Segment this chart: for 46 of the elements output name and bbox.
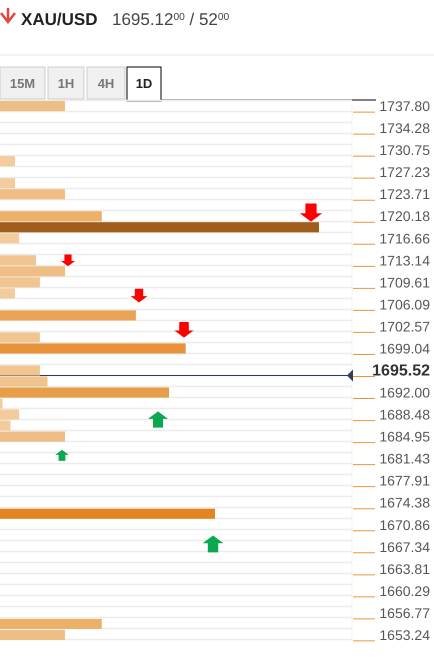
y-tick-label: 1681.43 — [379, 450, 430, 467]
text: 1H — [58, 76, 74, 91]
y-tick-label: 1730.75 — [379, 142, 430, 158]
y-tick-label: 1720.18 — [379, 208, 430, 224]
y-tick-label: 1737.80 — [379, 98, 430, 114]
bar — [0, 343, 186, 354]
y-tick-label: 1727.23 — [379, 164, 430, 180]
y-tick-label: 1692.00 — [379, 384, 430, 401]
bar — [0, 630, 66, 640]
bar — [0, 332, 40, 343]
y-tick-label: 1653.24 — [379, 626, 430, 643]
y-tick-label: 1667.34 — [379, 538, 430, 555]
y-tick-label: 1670.86 — [379, 516, 430, 533]
bar — [0, 310, 136, 320]
bar — [0, 432, 66, 442]
text: 4H — [98, 76, 114, 91]
chart-title: XAU/USD — [21, 10, 98, 29]
y-tick-label: 1677.91 — [379, 472, 430, 489]
y-tick-label: 1723.71 — [379, 186, 430, 202]
y-tick-label: 1716.66 — [379, 230, 430, 246]
y-tick-label: 1656.77 — [379, 604, 430, 621]
bar — [0, 618, 102, 629]
y-tick-label: 1699.04 — [379, 340, 430, 356]
y-tick-label: 1660.29 — [379, 582, 430, 599]
y-tick-label: 1709.61 — [379, 274, 430, 290]
y-tick-label: 1695.52 — [372, 362, 430, 380]
y-tick-label: 1713.14 — [379, 252, 430, 268]
bar — [0, 508, 216, 519]
bar — [0, 189, 66, 200]
bar — [0, 233, 20, 244]
bar — [0, 387, 170, 398]
y-tick-label: 1684.95 — [379, 428, 430, 445]
bar — [0, 222, 319, 232]
bar — [0, 101, 66, 112]
y-tick-label: 1706.09 — [379, 296, 430, 312]
chart-subtitle: 1695.12$^{00}$ / 52$^{00}$ — [112, 10, 230, 29]
y-tick-label: 1702.57 — [379, 318, 430, 334]
y-tick-label: 1674.38 — [379, 494, 430, 511]
y-tick-label: 1734.28 — [379, 120, 430, 136]
text: 15M — [10, 76, 36, 91]
bar — [0, 156, 15, 166]
y-tick-label: 1688.48 — [379, 406, 430, 423]
text: 1D — [136, 76, 152, 91]
bar — [0, 178, 15, 188]
y-tick-label: 1663.81 — [379, 560, 430, 577]
bar — [0, 211, 102, 222]
